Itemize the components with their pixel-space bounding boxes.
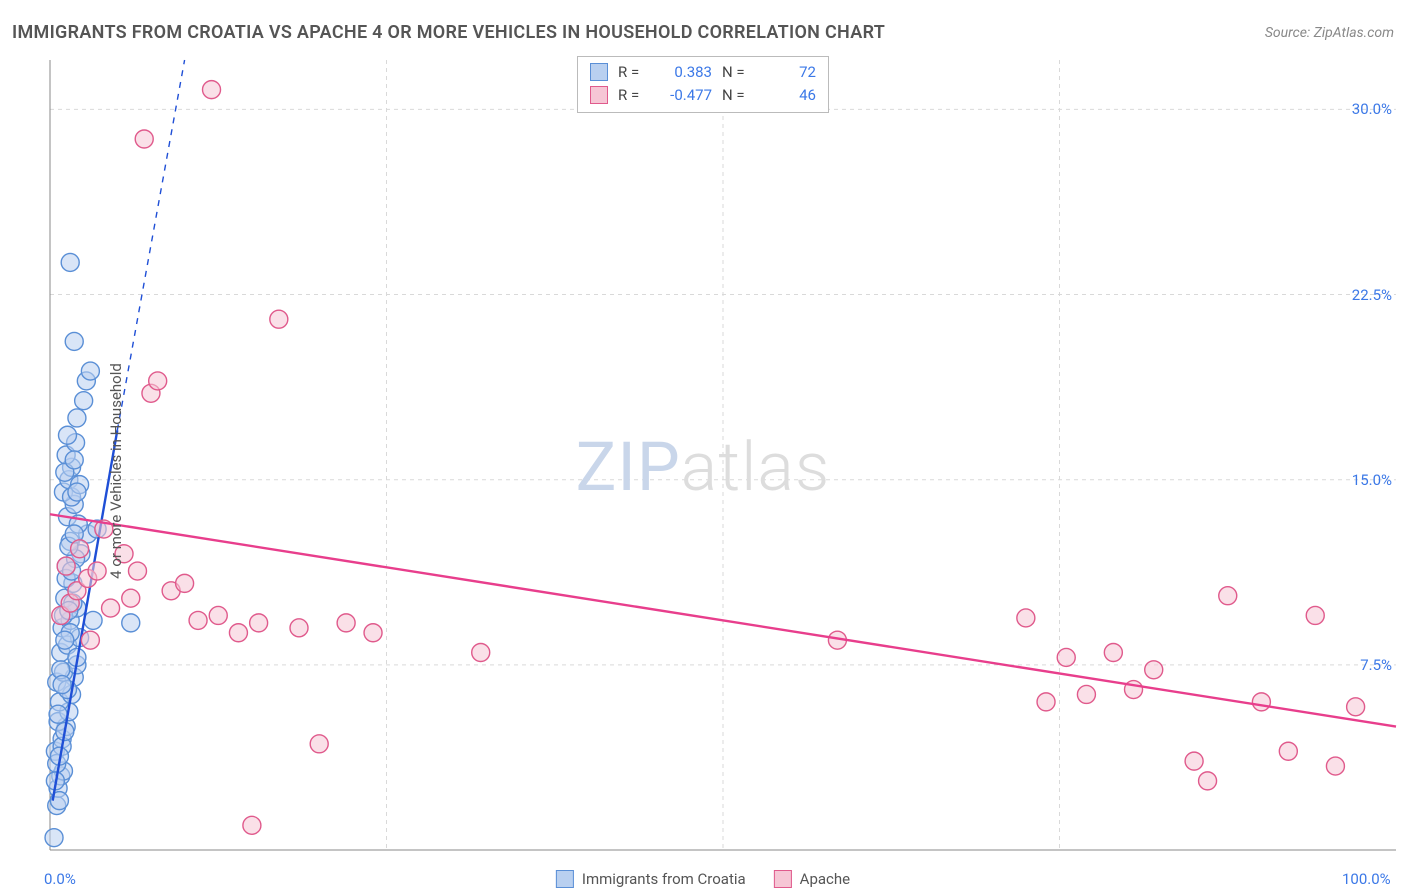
n-value: 72 bbox=[760, 61, 816, 84]
y-tick-label: 15.0% bbox=[1352, 471, 1392, 489]
r-value: 0.383 bbox=[656, 61, 712, 84]
scatter-plot-svg bbox=[0, 50, 1406, 892]
y-tick-label: 22.5% bbox=[1352, 286, 1392, 304]
series-legend: Immigrants from Croatia Apache bbox=[556, 870, 850, 888]
legend-item: Apache bbox=[774, 870, 850, 888]
chart-header: IMMIGRANTS FROM CROATIA VS APACHE 4 OR M… bbox=[12, 22, 1394, 43]
legend-row: R = -0.477 N = 46 bbox=[590, 84, 816, 107]
r-value: -0.477 bbox=[656, 84, 712, 107]
chart-source: Source: ZipAtlas.com bbox=[1265, 25, 1394, 41]
r-label: R = bbox=[618, 84, 646, 107]
legend-label: Immigrants from Croatia bbox=[582, 870, 746, 888]
r-label: R = bbox=[618, 61, 646, 84]
chart-title: IMMIGRANTS FROM CROATIA VS APACHE 4 OR M… bbox=[12, 22, 885, 43]
chart-area: 4 or more Vehicles in Household ZIPatlas… bbox=[0, 50, 1406, 892]
legend-row: R = 0.383 N = 72 bbox=[590, 61, 816, 84]
legend-item: Immigrants from Croatia bbox=[556, 870, 746, 888]
legend-swatch-icon bbox=[556, 870, 574, 888]
n-label: N = bbox=[722, 84, 750, 107]
legend-swatch-icon bbox=[774, 870, 792, 888]
x-tick-label: 0.0% bbox=[44, 870, 76, 888]
x-tick-label: 100.0% bbox=[1342, 870, 1391, 888]
n-label: N = bbox=[722, 61, 750, 84]
legend-swatch-icon bbox=[590, 86, 608, 104]
correlation-legend: R = 0.383 N = 72 R = -0.477 N = 46 bbox=[577, 56, 829, 113]
y-tick-label: 7.5% bbox=[1360, 656, 1392, 674]
y-axis-label: 4 or more Vehicles in Household bbox=[107, 363, 125, 579]
legend-label: Apache bbox=[800, 870, 850, 888]
y-tick-label: 30.0% bbox=[1352, 100, 1392, 118]
legend-swatch-icon bbox=[590, 63, 608, 81]
n-value: 46 bbox=[760, 84, 816, 107]
